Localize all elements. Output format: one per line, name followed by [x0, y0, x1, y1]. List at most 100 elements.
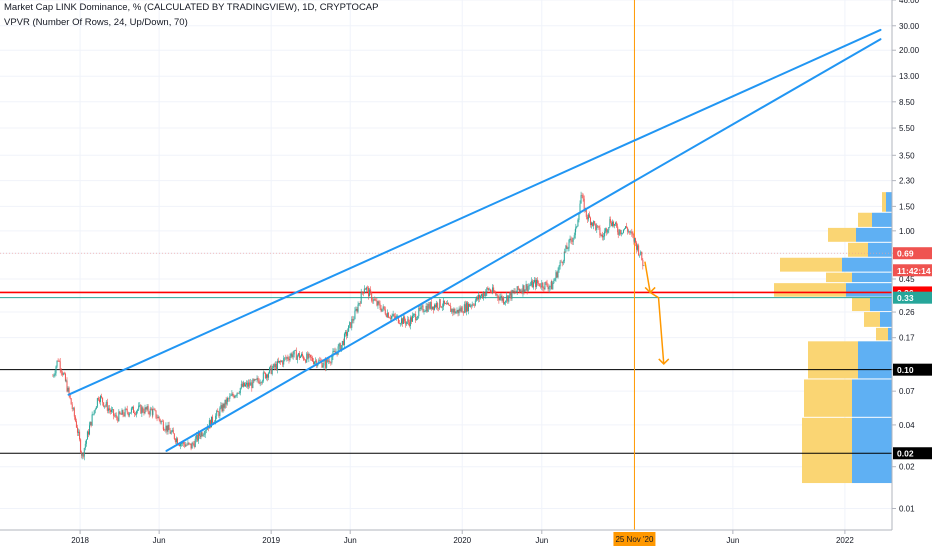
candle-body: [362, 292, 364, 294]
candle-body: [234, 395, 236, 398]
candle-body: [383, 306, 385, 310]
candle-body: [205, 429, 207, 431]
candle-body: [606, 228, 608, 233]
candle-body: [594, 221, 596, 224]
candle-body: [487, 287, 489, 289]
volume-profile-up-bar: [858, 341, 892, 379]
candle-body: [398, 323, 400, 324]
volume-profile-down-bar: [852, 297, 870, 312]
candle-body: [253, 379, 255, 381]
candle-body: [261, 380, 263, 383]
candle-body: [615, 222, 617, 225]
candle-body: [560, 261, 562, 263]
candle-body: [609, 219, 611, 223]
candle-body: [271, 368, 273, 374]
candle-body: [397, 316, 399, 324]
time-tick-label: 2022: [836, 536, 854, 545]
time-tick-label: 2018: [71, 536, 89, 545]
candle-body: [169, 430, 171, 434]
candle-body: [117, 417, 119, 422]
candle-body: [433, 304, 435, 310]
candle-body: [476, 296, 478, 300]
candle-body: [461, 307, 463, 313]
candle-body: [140, 404, 142, 414]
time-axis-ticks: 2018 Jun 2019 Jun 2020 Jun Jun 2022: [71, 530, 854, 545]
candle-body: [449, 304, 451, 306]
candle-body: [500, 295, 502, 298]
candle-body: [368, 287, 370, 297]
candle-body: [127, 412, 129, 416]
candle-body: [515, 291, 517, 293]
candle-body: [319, 360, 321, 361]
indicator-legend: VPVR (Number Of Rows, 24, Up/Down, 70): [4, 17, 188, 28]
candle-body: [637, 245, 639, 250]
candle-body: [96, 398, 98, 407]
candle-body: [384, 309, 386, 315]
candle-body: [528, 285, 530, 287]
candle-body: [159, 419, 161, 423]
candle-body: [552, 283, 554, 290]
candle-body: [112, 409, 114, 410]
candle-body: [106, 401, 108, 411]
candle-body: [583, 198, 585, 211]
candle-body: [164, 429, 166, 431]
candle-body: [162, 421, 164, 430]
candle-body: [510, 292, 512, 299]
candle-body: [280, 360, 282, 362]
candle-body: [323, 361, 325, 366]
candle-body: [146, 406, 148, 410]
candle-body: [627, 227, 629, 232]
candle-body: [286, 357, 288, 359]
candle-body: [540, 286, 542, 288]
candle-body: [438, 307, 440, 309]
candle-body: [308, 353, 310, 355]
candle-body: [559, 261, 561, 267]
candle-body: [585, 208, 587, 217]
candle-body: [576, 226, 578, 227]
candle-body: [363, 288, 365, 294]
candle-body: [258, 380, 260, 384]
candle-body: [208, 420, 210, 429]
plot-area: [0, 0, 892, 530]
candle-body: [586, 216, 588, 220]
candle-body: [61, 372, 63, 375]
candle-body: [81, 452, 83, 456]
candle-body: [229, 396, 231, 399]
candle-body: [136, 411, 138, 415]
candle-body: [60, 369, 62, 373]
candle-body: [558, 266, 560, 271]
candle-body: [536, 279, 538, 287]
volume-profile-down-bar: [828, 227, 856, 242]
candle-body: [498, 297, 500, 301]
candle-body: [469, 303, 471, 307]
candle-body: [87, 431, 89, 435]
candle-body: [517, 286, 519, 290]
candle-body: [325, 360, 327, 368]
candle-body: [339, 343, 341, 351]
candle-body: [392, 314, 394, 317]
candle-body: [487, 288, 489, 290]
candle-body: [596, 225, 598, 230]
candle-body: [521, 290, 523, 294]
volume-profile-down-bar: [804, 379, 852, 417]
candle-body: [570, 238, 572, 241]
candle-body: [109, 410, 111, 412]
candle-body: [91, 414, 93, 426]
candle-body: [544, 282, 546, 290]
candle-body: [134, 413, 136, 414]
candle-body: [371, 292, 373, 301]
candle-body: [607, 230, 609, 233]
candle-body: [83, 448, 85, 457]
candle-body: [409, 317, 411, 327]
candle-body: [289, 356, 291, 361]
candle-body: [411, 315, 413, 322]
candle-body: [199, 435, 201, 437]
candle-body: [439, 299, 441, 308]
candle-body: [535, 280, 537, 287]
candle-body: [95, 406, 97, 410]
candle-body: [643, 265, 645, 267]
candle-body: [263, 372, 265, 374]
candle-body: [270, 365, 272, 374]
